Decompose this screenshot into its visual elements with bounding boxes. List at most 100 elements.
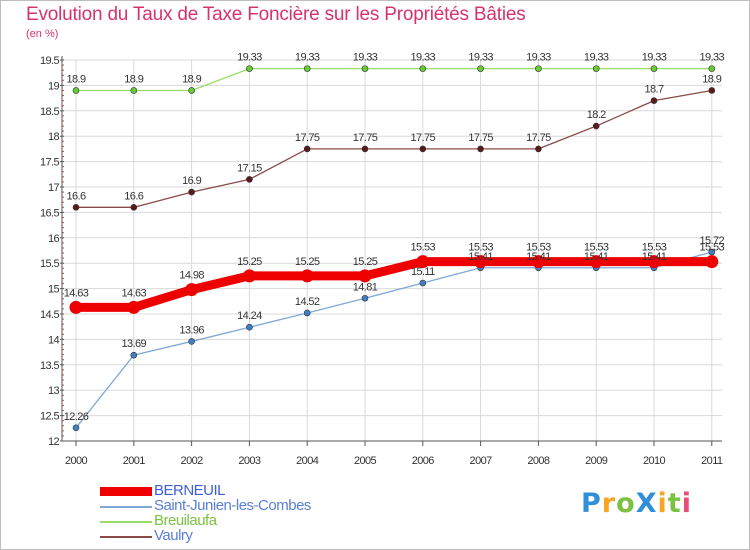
data-label: 15.25: [295, 256, 320, 268]
data-label: 14.81: [353, 281, 378, 293]
data-point: [416, 255, 430, 269]
y-tick-label: 14.5: [40, 309, 59, 321]
x-tick-label: 2007: [470, 455, 493, 467]
data-point: [535, 145, 542, 153]
y-tick-label: 12.5: [40, 411, 59, 423]
data-label: 15.41: [526, 251, 551, 263]
logo-letter: i: [681, 488, 692, 519]
series-line: [71, 257, 717, 312]
data-label: 15.53: [468, 242, 493, 254]
data-point: [477, 145, 484, 153]
data-point: [361, 145, 369, 153]
data-label: 16.6: [124, 190, 143, 202]
data-point: [246, 323, 253, 331]
data-label: 19.33: [584, 52, 609, 64]
x-tick-label: 2011: [701, 455, 723, 467]
data-label: 15.53: [411, 242, 436, 254]
x-tick-label: 2002: [181, 455, 204, 467]
data-point: [708, 248, 716, 256]
y-tick-label: 13.5: [40, 360, 59, 372]
axes: 12 12.5 13 13.5 14 14.5 15 15.5 16 16.5 17 17.5 18 18…: [40, 55, 724, 467]
data-label: 17.75: [411, 132, 436, 144]
logo-letter: P: [581, 488, 602, 519]
legend-label: Breuilaufa: [154, 512, 217, 529]
y-tick-label: 18.5: [40, 106, 59, 118]
data-point: [477, 65, 484, 72]
logo-letter: i: [657, 488, 668, 519]
data-point: [188, 87, 195, 94]
logo-letter: t: [667, 488, 682, 519]
legend-swatch: [100, 487, 152, 496]
data-label: 19.33: [468, 52, 493, 64]
series-vaulry: [72, 87, 716, 211]
data-point: [705, 255, 719, 269]
data-point: [72, 87, 80, 94]
y-tick-label: 12: [48, 436, 60, 448]
data-label: 17.75: [526, 132, 551, 144]
data-label: 15.53: [642, 242, 667, 254]
data-label: 16.9: [182, 175, 201, 187]
data-label: 16.6: [66, 190, 85, 202]
data-label: 19.33: [700, 52, 725, 64]
data-label: 14.52: [295, 296, 320, 308]
data-point: [358, 269, 372, 283]
x-tick-label: 2009: [585, 455, 608, 467]
data-label: 12.26: [64, 411, 89, 423]
data-point: [474, 255, 488, 269]
data-label: 13.69: [122, 338, 147, 350]
data-point: [419, 145, 427, 153]
y-tick-label: 15: [48, 284, 60, 296]
y-tick-label: 19.5: [40, 55, 59, 67]
data-label: 14.98: [179, 270, 204, 282]
data-point: [72, 204, 80, 211]
series-berneuil: [69, 255, 719, 314]
data-label: 17.75: [353, 132, 378, 144]
y-tick-label: 16.5: [40, 207, 59, 219]
data-label: 15.53: [584, 242, 609, 254]
data-point: [708, 65, 716, 72]
data-label: 15.11: [411, 266, 435, 278]
x-tick-label: 2001: [123, 455, 146, 467]
series-line: [75, 251, 713, 429]
y-tick-label: 14: [48, 334, 60, 346]
data-point: [130, 87, 138, 94]
data-label: 14.63: [122, 287, 147, 299]
y-tick-label: 17.5: [40, 157, 59, 169]
x-tick-label: 2004: [296, 455, 319, 467]
data-point: [246, 176, 253, 183]
legend-swatch: [100, 521, 152, 523]
data-point: [303, 65, 311, 72]
data-point: [647, 255, 661, 269]
logo-letter: r: [601, 488, 617, 519]
data-point: [361, 294, 369, 302]
data-point: [650, 97, 658, 104]
data-label: 18.9: [702, 73, 721, 85]
legend-label: Vaulry: [154, 527, 193, 544]
data-label: 18.2: [587, 109, 606, 121]
proxiti-logo[interactable]: ProXiti: [581, 488, 692, 519]
data-label: 15.41: [584, 251, 609, 263]
y-tick-label: 15.5: [40, 258, 59, 270]
grid: [62, 59, 722, 442]
data-label: 17.15: [237, 162, 262, 174]
data-point: [419, 65, 427, 72]
data-label: 15.53: [526, 242, 551, 254]
series-saint-junien-les-combes: [72, 248, 716, 432]
y-tick-label: 16: [48, 233, 60, 245]
x-tick-label: 2003: [238, 455, 261, 467]
data-label: 17.75: [295, 132, 320, 144]
data-point: [303, 145, 311, 153]
data-label: 18.7: [644, 84, 663, 96]
legend-swatch: [100, 536, 152, 538]
data-label: 19.33: [526, 52, 551, 64]
legend-label: Saint-Junien-les-Combes: [154, 497, 311, 514]
series-line: [75, 67, 713, 92]
data-point: [246, 65, 253, 72]
data-label: 14.63: [64, 287, 89, 299]
data-point: [300, 269, 314, 283]
data-point: [535, 65, 542, 72]
chart-title: Evolution du Taux de Taxe Foncière sur l…: [26, 4, 526, 25]
data-label: 17.75: [468, 132, 493, 144]
data-point: [650, 65, 658, 72]
